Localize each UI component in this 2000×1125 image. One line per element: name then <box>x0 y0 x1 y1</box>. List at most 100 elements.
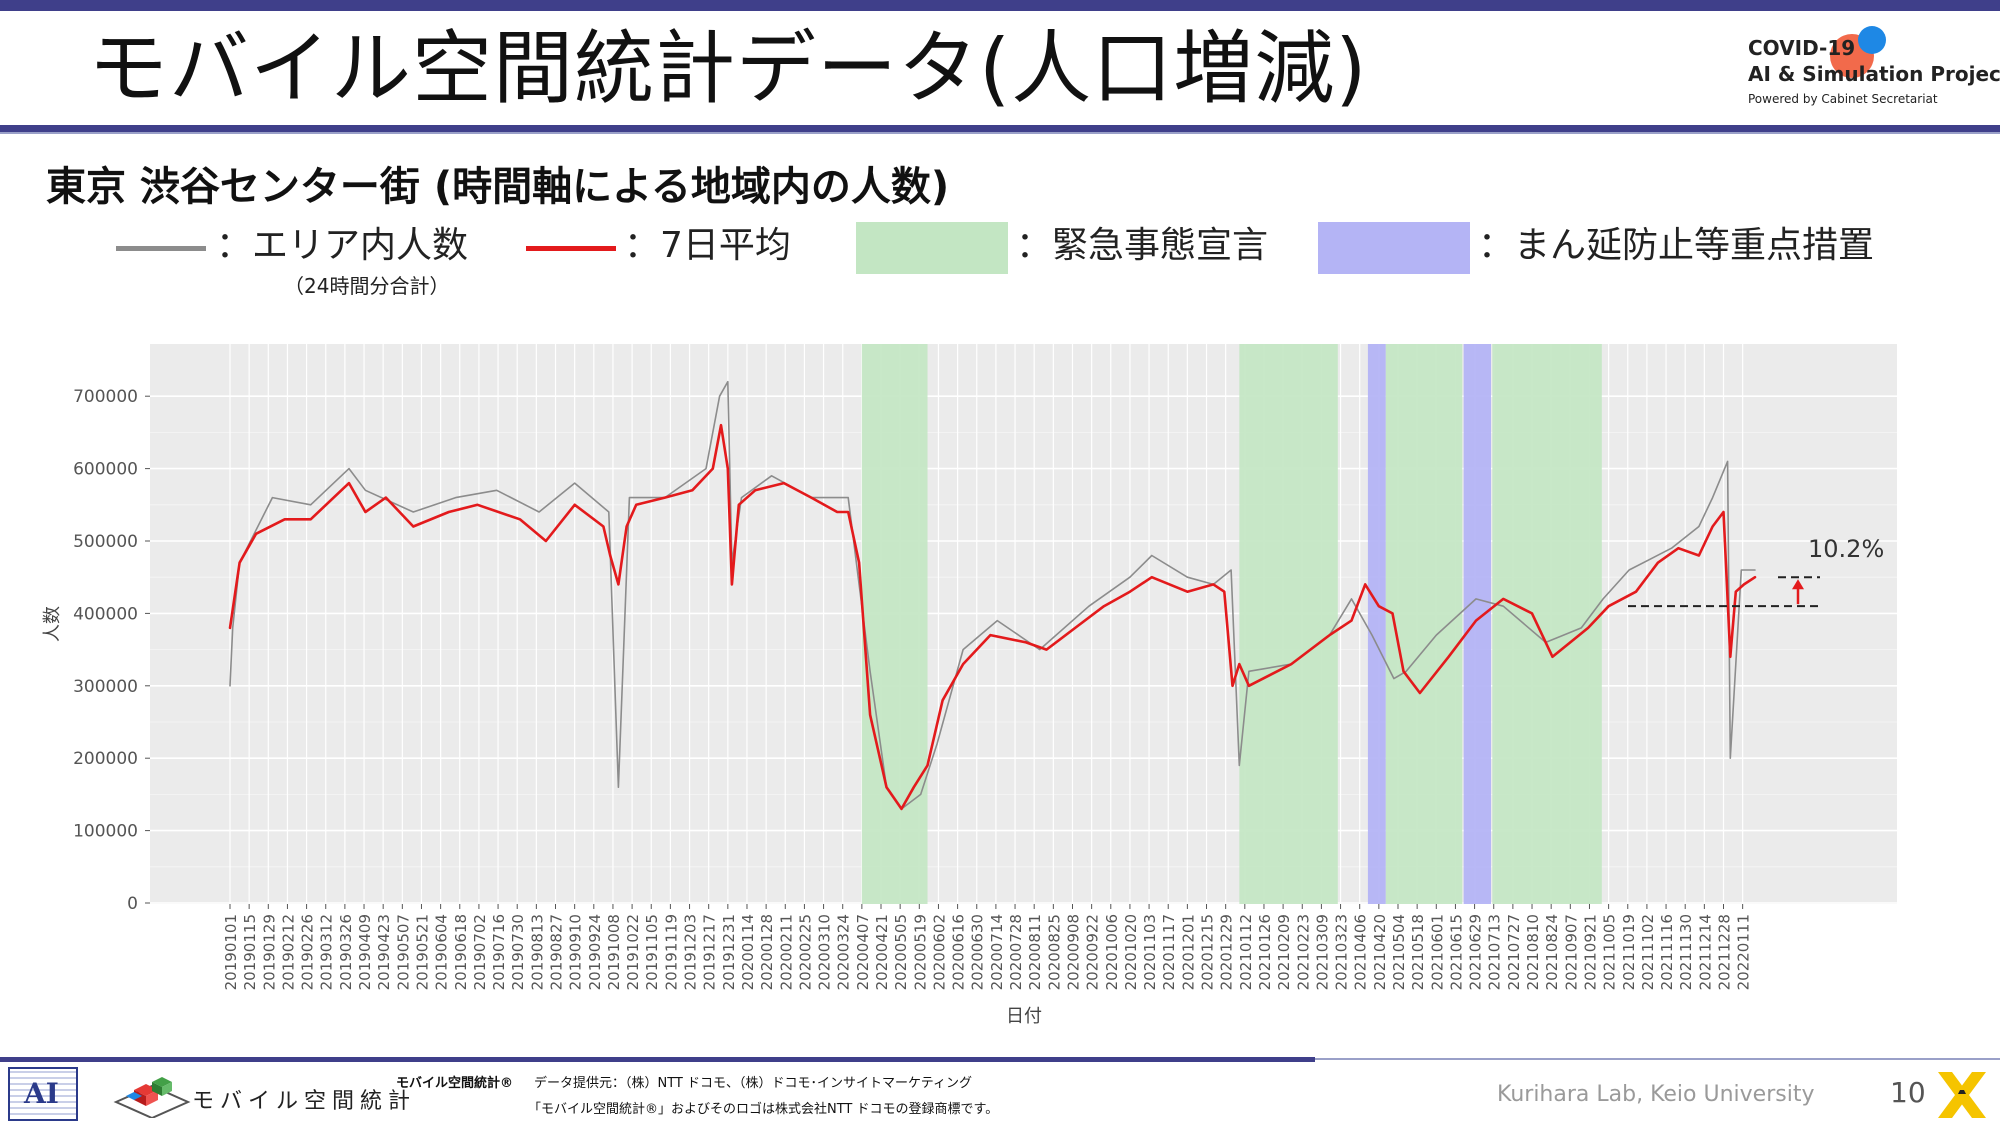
header-divider <box>0 125 2000 132</box>
x-tick-label: 20200324 <box>835 914 853 990</box>
population-chart: 10.2% 0 100000 200000 300000 400000 500000 600… <box>42 344 1897 1027</box>
legend-emergency-swatch <box>856 222 1008 274</box>
legend-area-label: ：エリア内人数 <box>216 225 469 266</box>
x-logo-icon <box>1938 1072 1986 1118</box>
lab-logo: AI <box>8 1067 78 1121</box>
footer-brand: モバイル空間統計® <box>396 1076 514 1091</box>
project-logo: COVID-19 AI & Simulation Project Powered… <box>1748 26 2000 114</box>
x-tick-label: 20200908 <box>1064 914 1082 990</box>
y-tick-label: 500000 <box>73 532 138 552</box>
x-tick-label: 20190129 <box>260 914 278 990</box>
project-name-line1: COVID-19 <box>1748 36 1856 60</box>
x-tick-label: 20210727 <box>1505 914 1523 990</box>
emergency-period <box>1385 344 1463 904</box>
x-tick-label: 20200728 <box>1007 914 1025 990</box>
mobile-spatial-logo-icon <box>113 1077 191 1118</box>
x-tick-label: 20210921 <box>1581 914 1599 990</box>
x-tick-label: 20210420 <box>1371 914 1389 990</box>
legend-manen-label: ：まん延防止等重点措置 <box>1478 225 1875 266</box>
emergency-period <box>1239 344 1338 904</box>
y-tick-label: 0 <box>127 894 138 914</box>
x-tick-label: 20210629 <box>1467 914 1485 990</box>
x-tick-label: 20200825 <box>1045 914 1063 990</box>
footer-divider <box>0 1057 1315 1062</box>
x-tick-label: 20200811 <box>1026 914 1044 990</box>
legend-emergency-label: ：緊急事態宣言 <box>1016 225 1269 266</box>
footer-divider-thin <box>1315 1058 2000 1060</box>
x-tick-label: 20210309 <box>1313 914 1331 990</box>
x-tick-label: 20201215 <box>1199 914 1217 990</box>
project-name-line2: AI & Simulation Project <box>1748 62 2000 86</box>
x-tick-label: 20210323 <box>1333 914 1351 990</box>
emergency-period <box>1492 344 1602 904</box>
y-tick-label: 200000 <box>73 749 138 769</box>
y-axis-label: 人数 <box>42 606 63 642</box>
x-tick-label: 20200714 <box>988 914 1006 990</box>
x-tick-label: 20190521 <box>413 914 431 990</box>
x-tick-label: 20190827 <box>548 914 566 990</box>
mobile-spatial-logo-text: モバイル空間統計 <box>192 1089 417 1114</box>
x-tick-label: 20210810 <box>1524 914 1542 990</box>
manen-period <box>1463 344 1491 904</box>
x-tick-label: 20200630 <box>969 914 987 990</box>
y-tick-label: 600000 <box>73 460 138 480</box>
x-tick-label: 20190409 <box>356 914 374 990</box>
y-tick-label: 700000 <box>73 387 138 407</box>
legend-avg-label: ：7日平均 <box>624 225 791 266</box>
lab-logo-text: AI <box>24 1077 59 1110</box>
x-tick-label: 20191119 <box>662 914 680 990</box>
page-number: 10 <box>1890 1076 1926 1109</box>
x-tick-label: 20190730 <box>509 914 527 990</box>
x-tick-label: 20200114 <box>739 914 757 990</box>
x-tick-label: 20211130 <box>1677 914 1695 990</box>
manen-period <box>1367 344 1386 904</box>
x-tick-label: 20190423 <box>375 914 393 990</box>
x-tick-label: 20190507 <box>394 914 412 990</box>
x-tick-label: 20190212 <box>279 914 297 990</box>
x-tick-label: 20210824 <box>1543 914 1561 990</box>
annotation-arrow-head <box>1792 579 1804 590</box>
x-tick-label: 20200519 <box>911 914 929 990</box>
x-tick-label: 20190115 <box>241 914 259 990</box>
legend-area-note: （24時間分合計） <box>284 274 450 298</box>
x-tick-label: 20211005 <box>1601 914 1619 990</box>
x-tick-label: 20211214 <box>1696 914 1714 990</box>
project-powered-by: Powered by Cabinet Secretariat <box>1748 92 1938 106</box>
y-tick-label: 400000 <box>73 604 138 624</box>
x-tick-label: 20201117 <box>1160 914 1178 990</box>
footer-provider: データ提供元：（株）NTT ドコモ、（株）ドコモ･インサイトマーケティング <box>534 1076 972 1091</box>
y-tick-label: 300000 <box>73 677 138 697</box>
x-tick-label: 20211102 <box>1639 914 1657 990</box>
x-tick-label: 20220111 <box>1735 914 1753 990</box>
y-tick-label: 100000 <box>73 822 138 842</box>
x-tick-label: 20190924 <box>586 914 604 990</box>
x-tick-label: 20210601 <box>1428 914 1446 990</box>
header-divider-thin <box>0 132 2000 134</box>
x-tick-label: 20210518 <box>1409 914 1427 990</box>
legend-avg-swatch <box>526 246 616 251</box>
x-tick-label: 20211228 <box>1715 914 1733 990</box>
x-tick-label: 20200225 <box>796 914 814 990</box>
x-tick-label: 20211019 <box>1620 914 1638 990</box>
footer-lab-name: Kurihara Lab, Keio University <box>1497 1082 1815 1107</box>
chart-subtitle: 東京 渋谷センター街 (時間軸による地域内の人数) <box>46 164 950 210</box>
x-tick-label: 20201201 <box>1179 914 1197 990</box>
x-tick-label: 20210406 <box>1352 914 1370 990</box>
x-tick-label: 20190813 <box>528 914 546 990</box>
x-tick-label: 20190312 <box>318 914 336 990</box>
x-tick-label: 20210209 <box>1275 914 1293 990</box>
x-tick-label: 20200616 <box>950 914 968 990</box>
x-tick-label: 20201006 <box>1103 914 1121 990</box>
logo-dot-blue <box>1858 26 1886 54</box>
x-tick-label: 20211116 <box>1658 914 1676 990</box>
x-tick-label: 20200505 <box>892 914 910 990</box>
chart-legend: ：エリア内人数 （24時間分合計） ：7日平均 ：緊急事態宣言 ：まん延防止等重… <box>0 218 2000 298</box>
legend-manen-swatch <box>1318 222 1470 274</box>
x-tick-label: 20210907 <box>1562 914 1580 990</box>
x-tick-label: 20210615 <box>1447 914 1465 990</box>
emergency-period <box>861 344 928 904</box>
x-tick-label: 20210126 <box>1256 914 1274 990</box>
x-tick-label: 20200421 <box>873 914 891 990</box>
footer-trademark: 「モバイル空間統計®」およびそのロゴは株式会社NTT ドコモの登録商標です。 <box>528 1102 999 1117</box>
x-tick-label: 20201229 <box>1218 914 1236 990</box>
